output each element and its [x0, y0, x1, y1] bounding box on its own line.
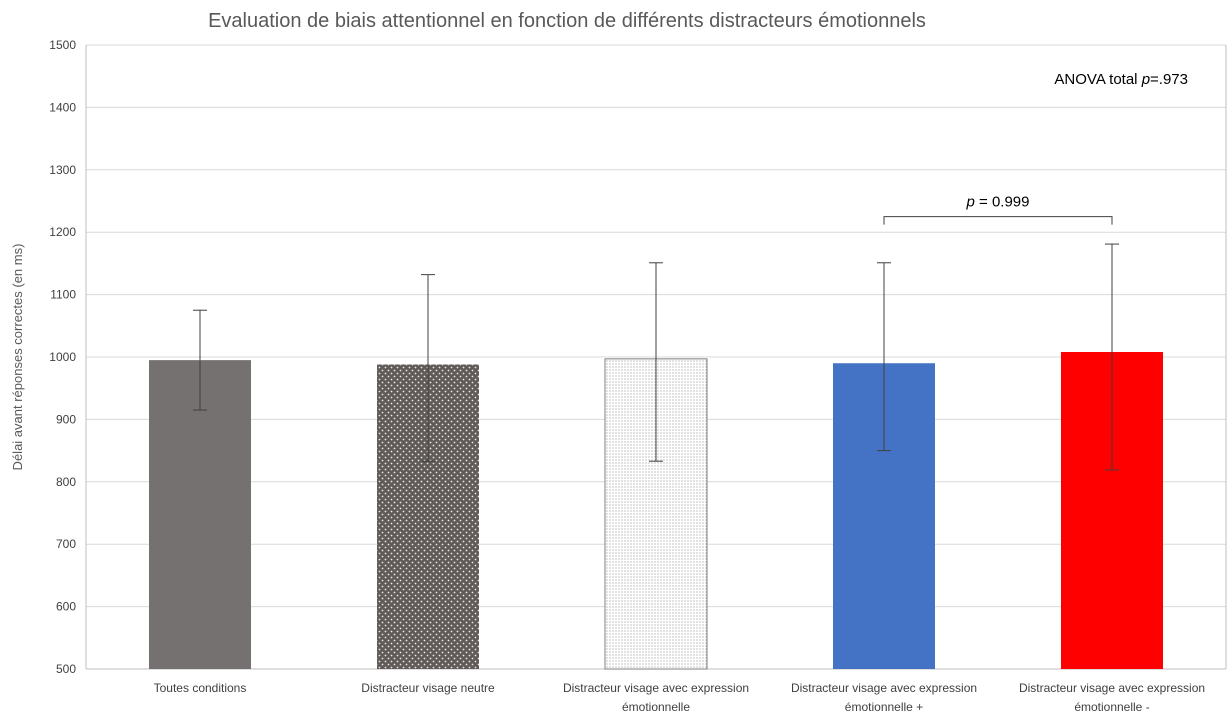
x-category-label-line: Distracteur visage avec expression [1019, 681, 1205, 695]
y-tick-label: 1200 [49, 225, 76, 239]
y-axis: 500 600 700 800 900 1000 1100 1200 1300 1400 1500 [49, 38, 1227, 676]
x-category-label: Distracteur visage avec expression émotio… [1019, 681, 1205, 714]
x-category-label: Toutes conditions [154, 681, 247, 695]
x-category-label-line: émotionnelle + [845, 700, 923, 714]
y-tick-label: 1500 [49, 38, 76, 52]
error-bar [193, 309, 207, 411]
x-category-label: Distracteur visage neutre [361, 681, 495, 695]
significance-bracket: p = 0.999 [883, 194, 1113, 225]
x-category-label-line: Distracteur visage neutre [361, 681, 495, 695]
x-axis-labels: Toutes conditions Distracteur visage neut… [154, 681, 1205, 714]
y-tick-label: 500 [56, 662, 76, 676]
y-tick-label: 700 [56, 537, 76, 551]
y-tick-label: 1100 [50, 288, 76, 302]
x-category-label: Distracteur visage avec expression émotio… [563, 681, 749, 714]
error-bar [877, 262, 891, 452]
x-category-label-line: émotionnelle [622, 700, 690, 714]
y-tick-label: 1400 [49, 100, 76, 114]
y-tick-label: 800 [56, 475, 76, 489]
annotations: ANOVA total p=.973 p = 0.999 [883, 71, 1188, 225]
bar [149, 360, 251, 669]
error-bars [193, 243, 1119, 471]
y-tick-label: 1000 [49, 350, 76, 364]
bracket-line [883, 216, 1113, 225]
y-tick-label: 600 [56, 600, 76, 614]
x-category-label-line: Distracteur visage avec expression [791, 681, 977, 695]
y-tick-label: 900 [56, 412, 76, 426]
x-category-label-line: Distracteur visage avec expression [563, 681, 749, 695]
y-tick-label: 1300 [49, 163, 76, 177]
x-category-label-line: Toutes conditions [154, 681, 247, 695]
y-axis-label: Délai avant réponses correctes (en ms) [10, 244, 25, 471]
error-bar [1105, 243, 1119, 471]
chart-title: Evaluation de biais attentionnel en fonc… [208, 10, 926, 32]
x-category-label: Distracteur visage avec expression émotio… [791, 681, 977, 714]
anova-annotation: ANOVA total p=.973 [1054, 71, 1188, 88]
error-bar [421, 274, 435, 462]
error-bar [649, 262, 663, 462]
x-category-label-line: émotionnelle - [1074, 700, 1149, 714]
bracket-p-value: p = 0.999 [966, 194, 1030, 211]
